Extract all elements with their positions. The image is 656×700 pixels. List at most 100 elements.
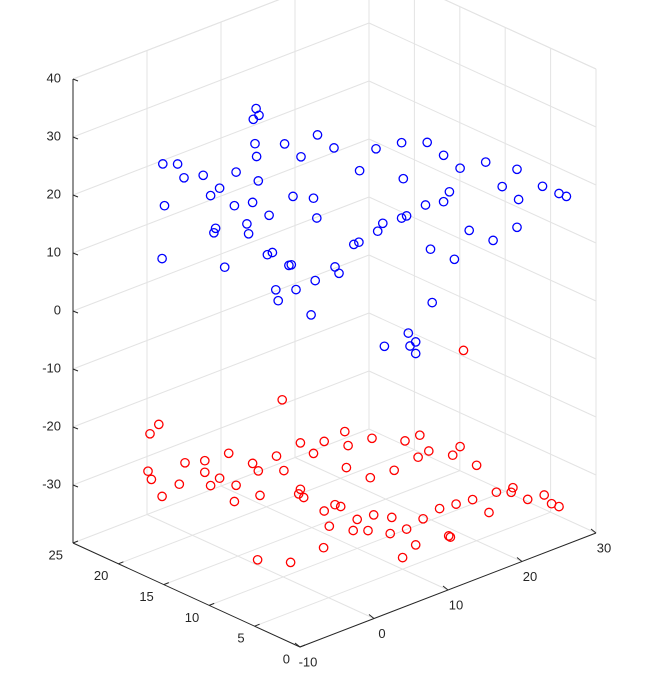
grid-line bbox=[72, 312, 370, 428]
data-point bbox=[330, 262, 340, 272]
data-point bbox=[157, 491, 167, 502]
grid-line bbox=[118, 449, 415, 565]
data-point bbox=[270, 284, 281, 295]
data-point bbox=[312, 130, 323, 140]
data-point bbox=[153, 419, 164, 430]
data-point bbox=[451, 499, 461, 509]
data-point bbox=[396, 137, 407, 148]
grid-line bbox=[368, 428, 597, 534]
grid-line bbox=[368, 312, 597, 418]
data-point bbox=[219, 262, 230, 273]
data-point bbox=[298, 492, 309, 503]
data-point bbox=[310, 275, 321, 286]
data-point bbox=[291, 284, 301, 295]
data-point bbox=[410, 348, 421, 359]
data-point bbox=[379, 341, 390, 352]
axes bbox=[72, 78, 597, 648]
data-point bbox=[295, 438, 306, 448]
data-point bbox=[229, 200, 240, 211]
data-point bbox=[277, 394, 288, 405]
data-point bbox=[352, 514, 363, 525]
data-point bbox=[414, 430, 425, 441]
data-point bbox=[455, 163, 465, 174]
y-tick-label: 10 bbox=[185, 610, 199, 625]
grid-line bbox=[72, 254, 370, 370]
y-tick-label: 0 bbox=[283, 651, 290, 666]
data-point bbox=[458, 345, 469, 356]
z-tick-label: 20 bbox=[47, 186, 61, 201]
z-tick-mark bbox=[72, 484, 79, 488]
data-point bbox=[324, 521, 335, 532]
data-point bbox=[318, 542, 329, 553]
data-point bbox=[443, 531, 454, 541]
y-tick-mark bbox=[299, 644, 306, 648]
y-axis-line bbox=[72, 542, 301, 648]
data-point bbox=[403, 328, 414, 338]
data-point bbox=[251, 151, 262, 162]
grid-line bbox=[146, 514, 375, 619]
grid-line bbox=[72, 428, 370, 544]
grid-line bbox=[72, 138, 370, 254]
data-point bbox=[288, 191, 298, 202]
data-point bbox=[231, 167, 241, 177]
data-point bbox=[413, 452, 423, 463]
data-point bbox=[255, 490, 265, 501]
data-point bbox=[427, 297, 438, 308]
data-point bbox=[279, 139, 290, 149]
data-point bbox=[252, 554, 263, 565]
data-point bbox=[363, 525, 373, 536]
z-tick-mark bbox=[72, 252, 79, 256]
grid-line bbox=[72, 370, 370, 486]
grid-line bbox=[444, 0, 597, 70]
data-point bbox=[397, 552, 408, 563]
z-tick-mark bbox=[72, 78, 79, 82]
grid-line bbox=[368, 22, 597, 128]
grid-line bbox=[368, 80, 597, 186]
x-tick-label: 0 bbox=[378, 626, 385, 641]
y-tick-label: 25 bbox=[49, 547, 63, 562]
data-point bbox=[243, 228, 254, 239]
data-point bbox=[335, 501, 346, 512]
data-point bbox=[386, 512, 397, 523]
series-1 bbox=[143, 345, 564, 568]
data-point bbox=[296, 151, 306, 162]
x-tick-mark bbox=[442, 585, 449, 591]
data-point bbox=[513, 194, 524, 205]
y-tick-label: 5 bbox=[237, 631, 244, 646]
data-point bbox=[209, 227, 219, 238]
data-point bbox=[250, 138, 260, 149]
data-point bbox=[398, 173, 409, 184]
grid bbox=[72, 0, 597, 648]
grid-line bbox=[163, 470, 460, 586]
data-point bbox=[400, 436, 410, 446]
data-point bbox=[401, 211, 412, 221]
data-point bbox=[286, 259, 297, 270]
data-point bbox=[273, 295, 284, 306]
data-point bbox=[306, 310, 316, 320]
data-point bbox=[422, 137, 433, 148]
data-point bbox=[497, 181, 508, 192]
grid-line bbox=[72, 22, 370, 138]
data-point bbox=[214, 183, 225, 194]
grid-line bbox=[72, 0, 280, 80]
data-point bbox=[368, 510, 379, 520]
grid-line bbox=[444, 0, 597, 70]
data-point bbox=[157, 159, 168, 169]
grid-line bbox=[368, 138, 597, 244]
data-point bbox=[247, 458, 258, 469]
data-point bbox=[385, 528, 396, 539]
data-point bbox=[488, 235, 498, 246]
data-point bbox=[467, 494, 478, 505]
data-point bbox=[253, 176, 264, 186]
data-point bbox=[420, 200, 431, 210]
data-point bbox=[348, 239, 359, 250]
data-point bbox=[271, 451, 282, 461]
z-tick-label: -20 bbox=[42, 418, 61, 433]
data-point bbox=[561, 191, 572, 202]
data-point bbox=[512, 222, 522, 233]
data-point bbox=[199, 455, 210, 466]
z-tick-mark bbox=[72, 194, 79, 198]
data-point bbox=[253, 466, 264, 476]
data-point bbox=[372, 226, 383, 237]
data-point bbox=[401, 524, 412, 534]
